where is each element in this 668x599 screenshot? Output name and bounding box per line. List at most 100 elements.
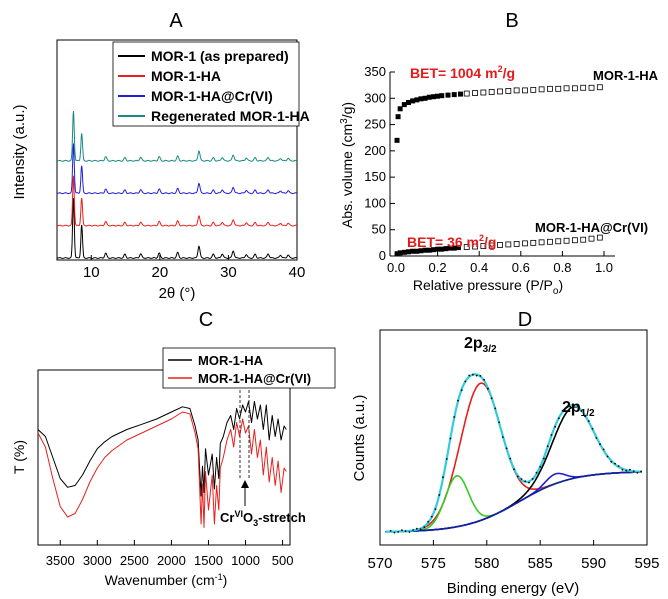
panel-b-point-des (472, 243, 478, 250)
panel-b-point-des (522, 240, 528, 247)
panel-b-point-ads (426, 247, 432, 253)
panel-d-xtick-label: 580 (474, 555, 499, 572)
panel-b-ytick-label: 100 (364, 195, 386, 210)
panel-d-raw-point (501, 436, 504, 438)
panel-d-raw-point (535, 471, 538, 474)
panel-d-raw-point (498, 421, 500, 424)
panel-b-point-des (563, 237, 570, 244)
panel-a-legend-label: Regenerated MOR-1-HA (151, 108, 310, 124)
panel-b-point-ads (395, 114, 401, 120)
panel-d-raw-point (494, 407, 497, 410)
panel-b-point-ads (414, 97, 420, 103)
panel-b-point-ads (397, 106, 403, 112)
panel-b-point-des (547, 85, 553, 92)
panel-d-raw-point (479, 375, 482, 377)
panel-d-raw-point (543, 457, 545, 460)
panel-a-xlabel: 2θ (°) (159, 285, 196, 302)
panel-d-raw-point (584, 415, 586, 418)
panel-a-trace (56, 198, 298, 259)
panel-b-point-des (480, 89, 487, 96)
panel-d-raw-point (438, 494, 441, 496)
panel-b-xtick-label: 0.6 (512, 260, 530, 275)
panel-d-raw-point (423, 526, 426, 528)
panel-b-point-ads (435, 93, 441, 99)
panel-b-point-des (596, 234, 603, 241)
panel-d-raw-point (629, 468, 631, 471)
panel-d-raw-point (621, 468, 624, 471)
panel-a-xtick-label: 10 (83, 264, 100, 281)
panel-d-component (385, 471, 642, 533)
panel-b-ytick-label: 350 (364, 64, 386, 79)
panel-b-point-des (463, 244, 470, 250)
panel-d-raw-point (591, 427, 594, 430)
panel-b-point-des (530, 86, 537, 93)
panel-d-raw-point (554, 425, 557, 428)
panel-d-raw-point (434, 508, 437, 510)
panel-d-raw-point (524, 480, 527, 483)
panel-d-raw-point (614, 462, 616, 465)
panel-b-point-ads (455, 245, 461, 251)
panel-b-point-des (497, 88, 503, 95)
panel-b-point-des (488, 89, 495, 95)
panel-c-xtick-label: 3000 (83, 553, 112, 568)
panel-b-ytick-label: 250 (364, 117, 386, 132)
panel-b-point-des (513, 241, 520, 247)
panel-d-xlabel: Binding energy (eV) (447, 580, 580, 597)
panel-d-raw-point (509, 457, 512, 460)
panel-d-raw-point (587, 420, 590, 422)
panel-b-point-ads (401, 102, 407, 108)
panel-d-raw-point (572, 404, 575, 406)
panel-d-frame (379, 329, 648, 546)
panel-b-point-des (505, 88, 512, 94)
panel-b-point-des (563, 85, 570, 92)
panel-b-point-ads (451, 92, 457, 98)
panel-d-raw-point (468, 374, 471, 377)
panel-d-xtick-label: 595 (634, 555, 659, 572)
panel-c-legend-label: MOR-1-HA@Cr(VI) (198, 371, 311, 386)
panel-d-raw-point (565, 406, 568, 409)
panel-b-xtick-label: 0.2 (429, 260, 447, 275)
panel-a-legend-label: MOR-1-HA (151, 68, 221, 84)
panel-b-ytick-label: 200 (364, 143, 386, 158)
panel-b-point-des (505, 241, 512, 248)
panel-a-legend-label: MOR-1 (as prepared) (151, 48, 289, 64)
panel-b-point-des (497, 242, 503, 248)
panel-b-bet-bottom: BET= 36 m2/g (407, 233, 496, 250)
panel-b-point-des (538, 86, 545, 93)
panel-b-point-des (580, 84, 587, 91)
panel-b-point-des (522, 87, 528, 94)
panel-b-point-ads (418, 248, 424, 254)
panel-d-peak-label-12: 2p1/2 (562, 399, 595, 419)
panel-d-raw-point (408, 531, 411, 533)
panel-b-point-ads (394, 251, 400, 257)
panel-d-raw-point (528, 481, 530, 484)
panel-b-ytick-label: 50 (372, 222, 386, 237)
panel-d-raw-point (546, 445, 549, 448)
panel-b-point-des (530, 239, 537, 246)
panel-b-ytick-label: 150 (364, 169, 386, 184)
panel-b-ytick-label: 300 (364, 90, 386, 105)
panel-b-point-ads (451, 245, 457, 251)
panel-d-raw-point (464, 380, 467, 383)
panel-b-point-ads (435, 246, 441, 252)
panel-b-point-ads (439, 93, 445, 99)
panel-b-point-des (488, 242, 495, 249)
panel-b-point-des (513, 87, 520, 94)
panel-d-raw-point (419, 528, 422, 531)
panel-a-xtick-label: 40 (289, 264, 306, 281)
panel-d-raw-point (475, 374, 478, 377)
panel-d-raw-point (487, 387, 489, 390)
panel-b-point-ads (418, 96, 424, 102)
panel-d-raw-point (483, 378, 485, 381)
panel-b-xtick-label: 1.0 (595, 260, 613, 275)
panel-letter-b: B (505, 10, 518, 32)
panel-d-raw-point (472, 373, 474, 376)
panel-d-raw-point (412, 529, 414, 531)
panel-c-trace (37, 411, 287, 528)
panel-c-legend: MOR-1-HA MOR-1-HA@Cr(VI) (162, 347, 336, 389)
panel-d-raw-point (516, 475, 519, 478)
panel-d-xps: 570 575 580 585 590 595 2p3/2 2p1/2 Binding e… (351, 329, 660, 597)
panel-d-raw-point (389, 530, 392, 532)
panel-d-component (385, 382, 642, 533)
